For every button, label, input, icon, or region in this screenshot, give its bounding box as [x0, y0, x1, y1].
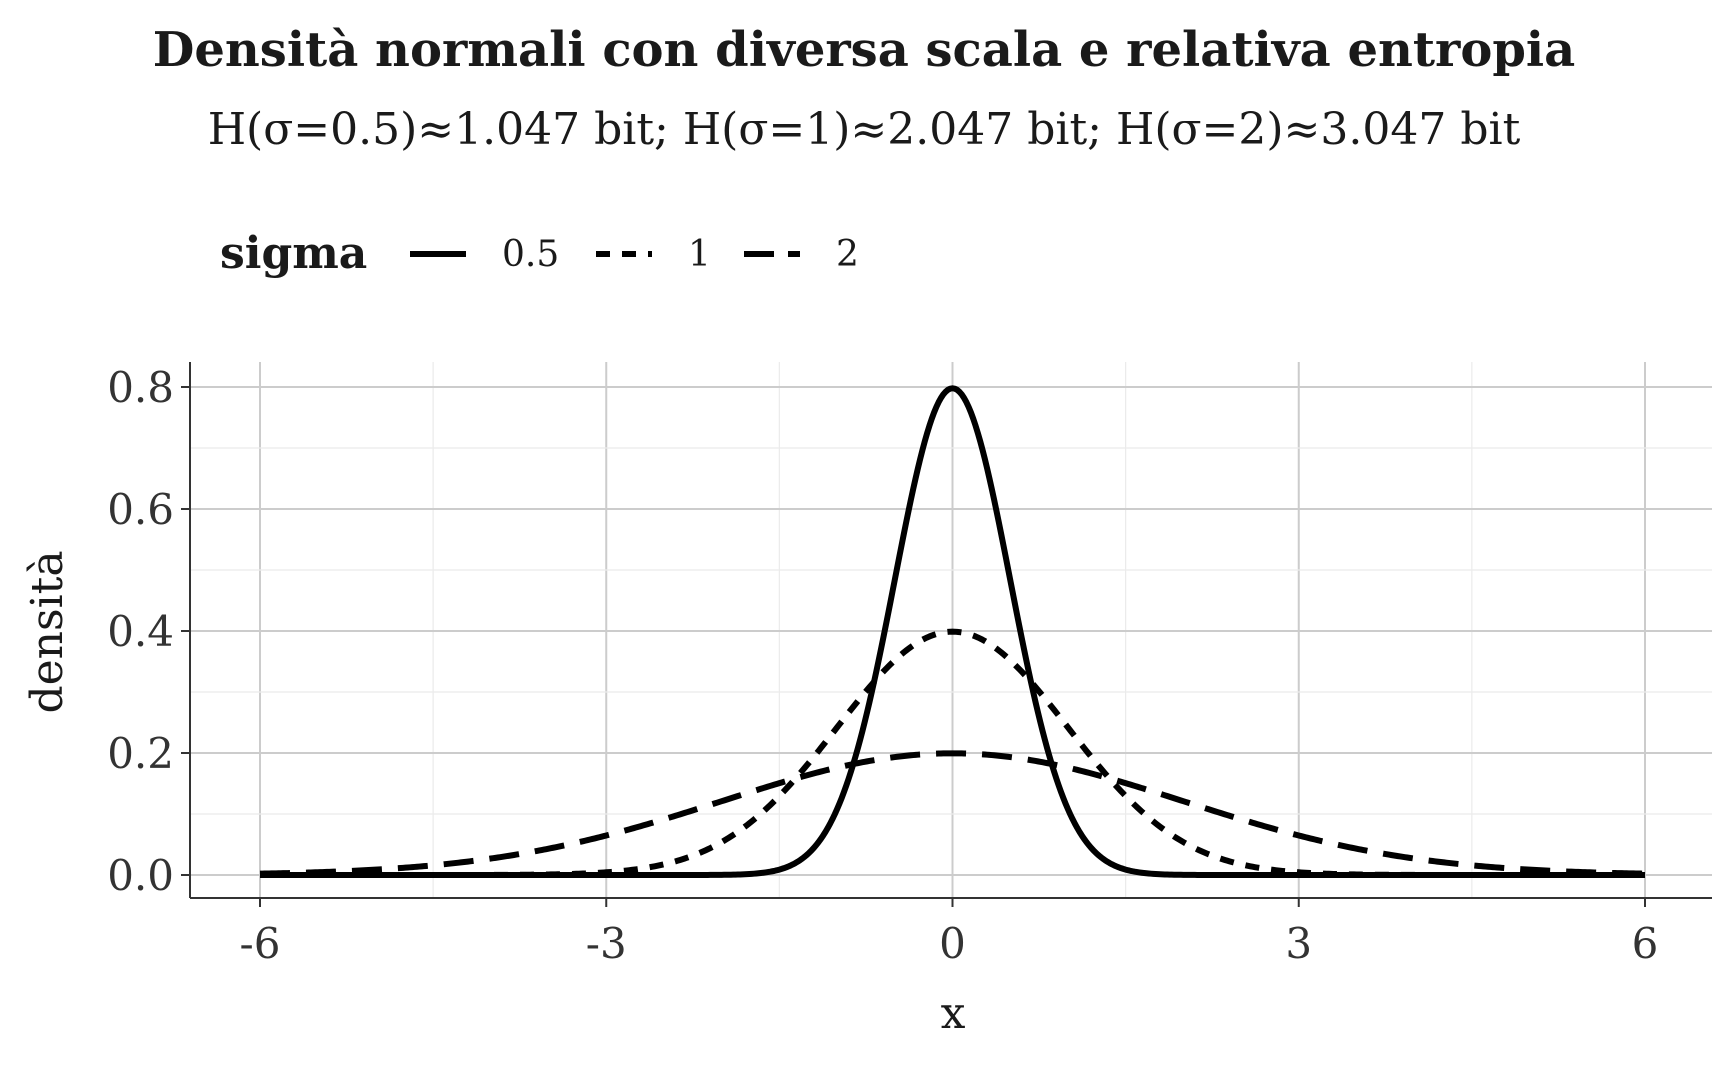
x-tick-label: 3 [1285, 919, 1312, 968]
legend: sigma 0.5 1 2 [220, 228, 859, 279]
y-tick-label: 0.2 [107, 729, 174, 778]
x-tick-label: 0 [939, 919, 966, 968]
y-tick-label: 0.0 [107, 851, 174, 900]
y-axis-label: densità [22, 550, 73, 713]
y-tick-label: 0.6 [107, 485, 174, 534]
series-line-sigma-1 [259, 628, 1646, 878]
y-tick-label: 0.4 [107, 607, 174, 656]
x-tick-label: -3 [586, 919, 627, 968]
x-tick-label: 6 [1632, 919, 1659, 968]
series-line-sigma-2 [259, 750, 1646, 877]
chart-subtitle: H(σ=0.5)≈1.047 bit; H(σ=1)≈2.047 bit; H(… [207, 104, 1521, 155]
x-tick-label: -6 [240, 919, 281, 968]
y-tick-label: 0.8 [107, 363, 174, 412]
x-axis-label: x [941, 988, 966, 1039]
chart-title: Densità normali con diversa scala e rela… [152, 22, 1576, 78]
legend-label-1: 1 [688, 234, 711, 275]
legend-title: sigma [220, 228, 367, 279]
legend-label-2: 2 [836, 234, 859, 275]
legend-label-0.5: 0.5 [502, 234, 559, 275]
